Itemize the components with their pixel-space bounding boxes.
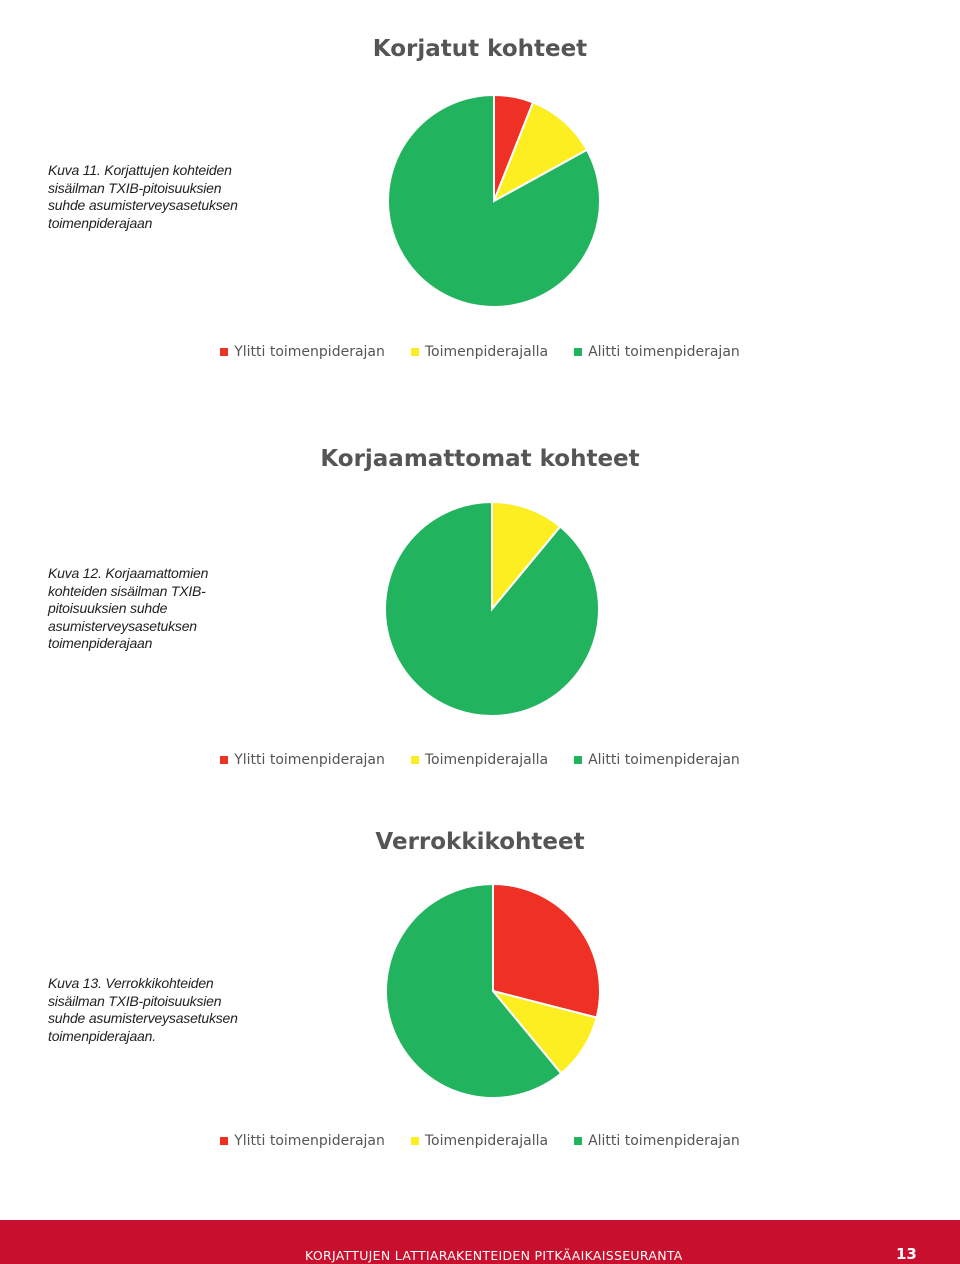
legend-label: Ylitti toimenpiderajan — [234, 344, 385, 360]
figure-caption: Kuva 11. Korjattujen kohteiden sisäilman… — [48, 162, 238, 231]
legend-label: Toimenpiderajalla — [424, 752, 549, 768]
pie-slice-3 — [384, 500, 600, 717]
legend-swatch — [410, 348, 419, 356]
legend-item: Ylitti toimenpiderajan — [220, 752, 385, 768]
chart-title: Korjaamattomat kohteet — [320, 446, 640, 472]
legend-swatch — [574, 756, 583, 764]
legend-label: Toimenpiderajalla — [424, 344, 549, 360]
figure-caption: Kuva 12. Korjaamattomien kohteiden sisäi… — [48, 565, 209, 651]
footer-title: KORJATTUJEN LATTIARAKENTEIDEN PITKÄAIKAI… — [305, 1248, 683, 1263]
legend-item: Alitti toimenpiderajan — [574, 752, 740, 768]
legend-label: Alitti toimenpiderajan — [588, 752, 740, 768]
chart-legend: Ylitti toimenpiderajan Toimenpiderajalla… — [0, 344, 960, 360]
legend-item: Toimenpiderajalla — [410, 1133, 549, 1149]
legend-label: Ylitti toimenpiderajan — [234, 1133, 385, 1149]
pie-chart — [384, 500, 600, 717]
legend-label: Alitti toimenpiderajan — [588, 1133, 740, 1149]
pie-slice-2 — [491, 500, 562, 612]
legend-swatch — [220, 756, 229, 764]
chart-title: Verrokkikohteet — [375, 829, 585, 855]
legend-swatch — [574, 1137, 583, 1145]
pie-slice-3 — [387, 93, 601, 308]
page-number: 13 — [896, 1245, 917, 1263]
pie-slice-3 — [385, 882, 563, 1099]
legend-item: Alitti toimenpiderajan — [574, 344, 740, 360]
legend-swatch — [410, 756, 419, 764]
legend-swatch — [220, 1137, 229, 1145]
chart-legend: Ylitti toimenpiderajan Toimenpiderajalla… — [0, 752, 960, 768]
legend-label: Ylitti toimenpiderajan — [234, 752, 385, 768]
chart-title: Korjatut kohteet — [372, 36, 588, 62]
legend-label: Toimenpiderajalla — [424, 1133, 549, 1149]
legend-item: Toimenpiderajalla — [410, 344, 549, 360]
legend-swatch — [574, 348, 583, 356]
footer-bar: KORJATTUJEN LATTIARAKENTEIDEN PITKÄAIKAI… — [0, 1220, 960, 1264]
pie-chart — [385, 882, 601, 1099]
legend-item: Ylitti toimenpiderajan — [220, 344, 385, 360]
pie-slice-2 — [492, 101, 589, 204]
legend-label: Alitti toimenpiderajan — [588, 344, 740, 360]
pie-slice-1 — [492, 882, 601, 1019]
chart-legend: Ylitti toimenpiderajan Toimenpiderajalla… — [0, 1133, 960, 1149]
legend-item: Ylitti toimenpiderajan — [220, 1133, 385, 1149]
figure-caption: Kuva 13. Verrokkikohteiden sisäilman TXI… — [48, 975, 238, 1044]
legend-swatch — [410, 1137, 419, 1145]
legend-item: Alitti toimenpiderajan — [574, 1133, 740, 1149]
legend-swatch — [220, 348, 229, 356]
legend-item: Toimenpiderajalla — [410, 752, 549, 768]
pie-chart — [387, 93, 601, 308]
